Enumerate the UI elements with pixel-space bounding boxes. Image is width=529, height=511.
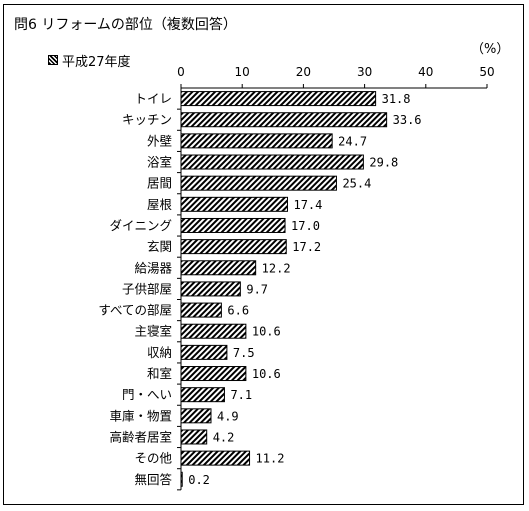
category-label: 給湯器 [134, 260, 172, 275]
x-tick-label: 0 [177, 65, 185, 79]
data-label: 33.6 [393, 113, 422, 127]
legend-swatch [48, 55, 58, 65]
bar [180, 302, 222, 318]
bar [180, 323, 247, 339]
bar [180, 133, 333, 149]
category-label: トイレ [134, 91, 172, 106]
bar [180, 260, 257, 276]
bar [180, 239, 287, 255]
data-label: 24.7 [338, 134, 367, 148]
data-label: 12.2 [262, 261, 291, 275]
data-label: 29.8 [369, 156, 398, 170]
category-label: 門・へい [122, 387, 172, 402]
data-label: 7.1 [230, 388, 252, 402]
category-label: 屋根 [147, 197, 173, 212]
data-label: 17.4 [293, 198, 322, 212]
category-label: キッチン [122, 112, 172, 127]
category-label: 和室 [147, 366, 172, 381]
category-label: その他 [134, 451, 172, 466]
legend: 平成27年度 [48, 51, 131, 70]
x-tick-label: 40 [418, 65, 433, 79]
data-label: 17.0 [291, 219, 320, 233]
bar [180, 175, 337, 191]
data-label: 11.2 [256, 452, 285, 466]
category-label: 高齢者居室 [109, 429, 172, 444]
bar [180, 344, 228, 360]
data-label: 6.6 [227, 304, 249, 318]
category-label: 収納 [147, 345, 172, 360]
data-label: 4.9 [217, 409, 239, 423]
legend-label: 平成27年度 [62, 54, 131, 70]
category-label: 浴室 [147, 155, 172, 170]
bar [180, 471, 183, 487]
category-label: 無回答 [134, 472, 172, 487]
x-tick-label: 30 [357, 65, 372, 79]
data-label: 10.6 [252, 367, 281, 381]
category-label: 外壁 [147, 133, 172, 148]
category-label: 居間 [147, 176, 172, 191]
bar [180, 387, 225, 403]
data-label: 7.5 [233, 346, 255, 360]
chart-title: 問6 リフォームの部位（複数回答） [14, 17, 237, 33]
bar [180, 112, 388, 128]
category-label: 子供部屋 [122, 281, 172, 296]
bar [180, 217, 286, 233]
x-tick-label: 50 [479, 65, 494, 79]
bar [180, 154, 364, 170]
data-label: 10.6 [252, 325, 281, 339]
data-label: 4.2 [213, 430, 235, 444]
bar [180, 429, 208, 445]
bar [180, 450, 251, 466]
data-label: 9.7 [246, 282, 268, 296]
category-label: 玄関 [147, 239, 172, 254]
bar [180, 91, 377, 107]
data-label: 31.8 [382, 92, 411, 106]
x-tick-label: 10 [235, 65, 250, 79]
bar [180, 196, 288, 212]
x-tick-label: 20 [296, 65, 311, 79]
category-label: ダイニング [109, 218, 172, 233]
bar [180, 408, 212, 424]
category-label: 主寝室 [134, 324, 172, 339]
category-label: すべての部屋 [98, 303, 172, 318]
chart-frame [3, 4, 524, 505]
category-label: 車庫・物置 [109, 408, 172, 423]
bar [180, 281, 241, 297]
unit-label: （%） [471, 42, 510, 57]
data-label: 0.2 [188, 473, 210, 487]
data-label: 17.2 [292, 240, 321, 254]
data-label: 25.4 [342, 177, 371, 191]
bar [180, 366, 247, 382]
